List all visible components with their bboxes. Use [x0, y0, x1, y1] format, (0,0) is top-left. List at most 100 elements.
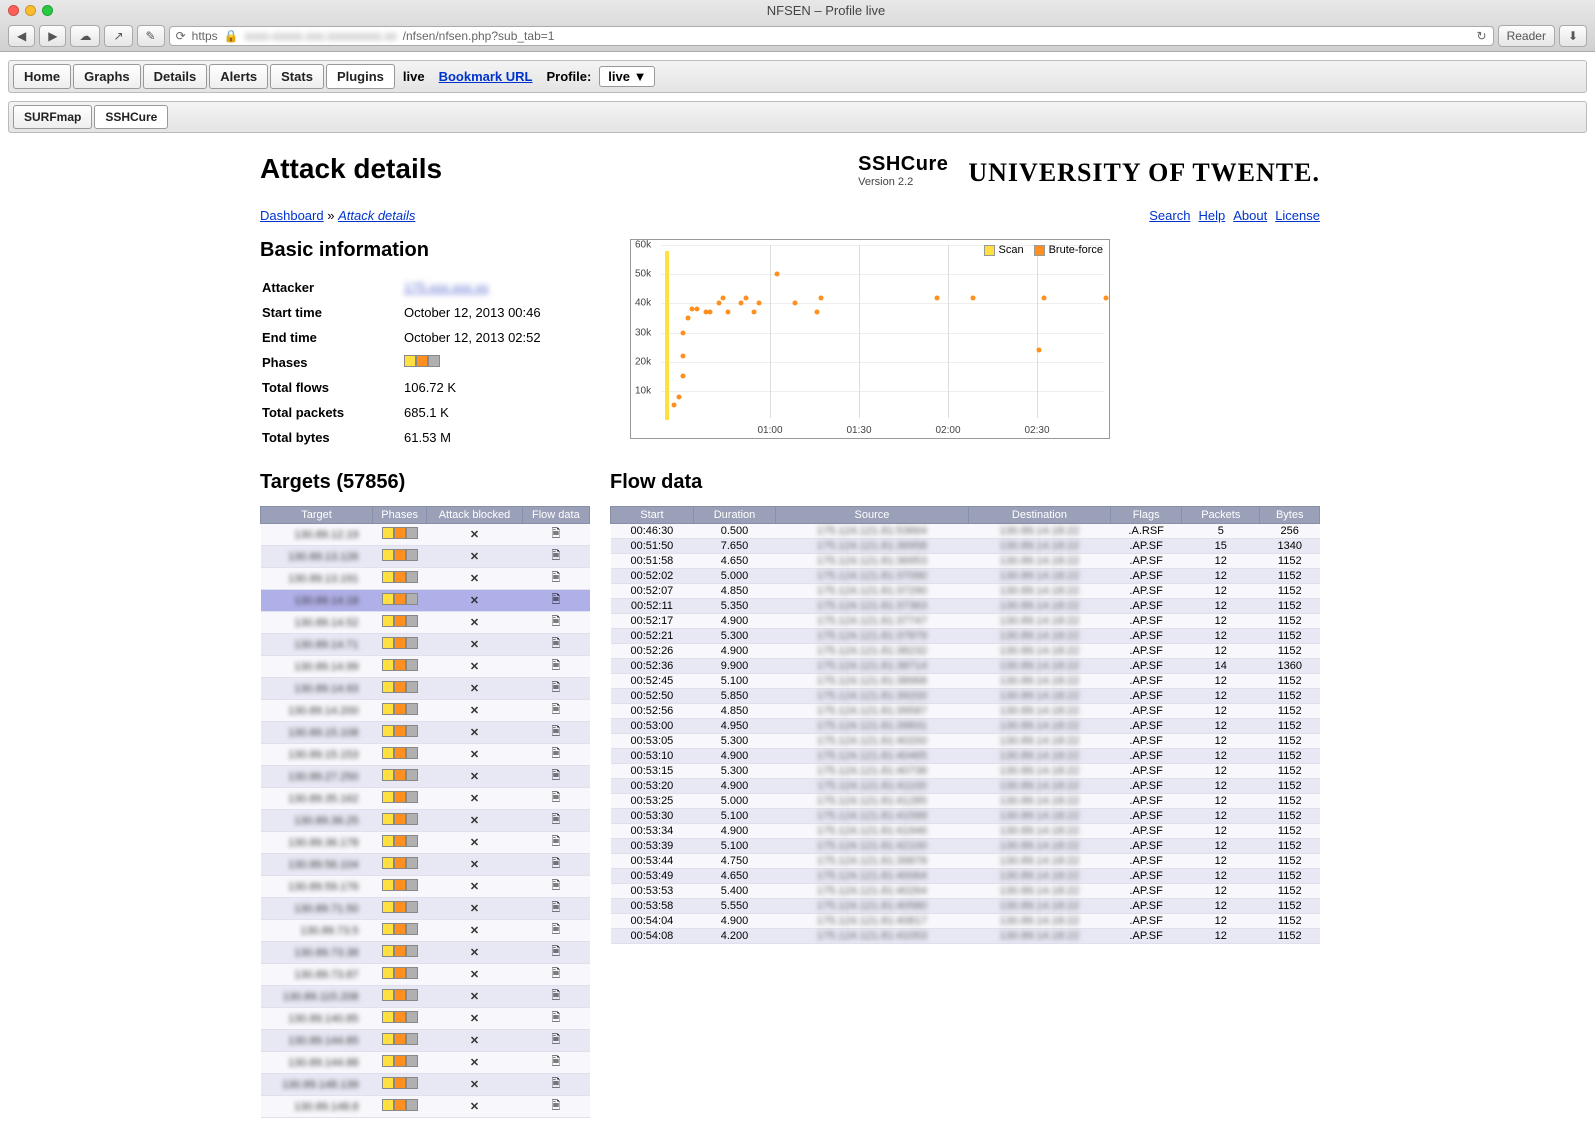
- share-button[interactable]: ↗: [104, 25, 132, 47]
- table-row[interactable]: 00:53:104.900175.124.121.81:40465130.89.…: [611, 749, 1320, 764]
- file-icon[interactable]: 🗎: [551, 660, 560, 672]
- file-icon[interactable]: 🗎: [551, 682, 560, 694]
- flowdata-cell[interactable]: 🗎: [522, 964, 589, 986]
- file-icon[interactable]: 🗎: [551, 616, 560, 628]
- table-row[interactable]: 00:52:215.300175.124.121.81:37879130.89.…: [611, 629, 1320, 644]
- back-button[interactable]: ◀: [8, 25, 35, 47]
- table-header[interactable]: Bytes: [1260, 507, 1320, 524]
- file-icon[interactable]: 🗎: [551, 902, 560, 914]
- breadcrumb-attack-details[interactable]: Attack details: [338, 208, 415, 223]
- table-row[interactable]: 130.89.144.88✕🗎: [261, 1052, 590, 1074]
- flowdata-cell[interactable]: 🗎: [522, 568, 589, 590]
- nav-tab-details[interactable]: Details: [143, 64, 208, 89]
- table-header[interactable]: Packets: [1182, 507, 1260, 524]
- file-icon[interactable]: 🗎: [551, 946, 560, 958]
- table-row[interactable]: 00:52:564.850175.124.121.81:39587130.89.…: [611, 704, 1320, 719]
- file-icon[interactable]: 🗎: [551, 528, 560, 540]
- reload-icon[interactable]: ⟳: [176, 29, 186, 43]
- table-row[interactable]: 00:53:155.300175.124.121.81:40738130.89.…: [611, 764, 1320, 779]
- flowdata-cell[interactable]: 🗎: [522, 854, 589, 876]
- search-link[interactable]: Search: [1149, 208, 1190, 223]
- flowdata-cell[interactable]: 🗎: [522, 788, 589, 810]
- file-icon[interactable]: 🗎: [551, 968, 560, 980]
- table-row[interactable]: 00:46:300.500175.124.121.81:53664130.89.…: [611, 524, 1320, 539]
- profile-dropdown[interactable]: live ▼: [599, 66, 655, 87]
- table-row[interactable]: 130.89.14.99✕🗎: [261, 656, 590, 678]
- flowdata-cell[interactable]: 🗎: [522, 524, 589, 546]
- table-row[interactable]: 00:53:585.550175.124.121.81:40580130.89.…: [611, 899, 1320, 914]
- table-header[interactable]: Duration: [693, 507, 775, 524]
- forward-button[interactable]: ▶: [39, 25, 66, 47]
- file-icon[interactable]: 🗎: [551, 880, 560, 892]
- flowdata-cell[interactable]: 🗎: [522, 678, 589, 700]
- nav-tab-plugins[interactable]: Plugins: [326, 64, 395, 89]
- file-icon[interactable]: 🗎: [551, 1078, 560, 1090]
- table-row[interactable]: 00:53:395.100175.124.121.81:42100130.89.…: [611, 839, 1320, 854]
- table-row[interactable]: 00:53:535.400175.124.121.81:40264130.89.…: [611, 884, 1320, 899]
- table-row[interactable]: 00:53:004.950175.124.121.81:39831130.89.…: [611, 719, 1320, 734]
- table-row[interactable]: 130.89.15.153✕🗎: [261, 744, 590, 766]
- table-row[interactable]: 130.89.13.191✕🗎: [261, 568, 590, 590]
- table-header[interactable]: Target: [261, 507, 373, 524]
- table-row[interactable]: 130.89.14.18✕🗎: [261, 590, 590, 612]
- table-row[interactable]: 130.89.14.52✕🗎: [261, 612, 590, 634]
- table-row[interactable]: 00:52:174.900175.124.121.81:37747130.89.…: [611, 614, 1320, 629]
- table-row[interactable]: 130.89.13.126✕🗎: [261, 546, 590, 568]
- table-row[interactable]: 00:53:055.300175.124.121.81:40200130.89.…: [611, 734, 1320, 749]
- file-icon[interactable]: 🗎: [551, 1012, 560, 1024]
- help-link[interactable]: Help: [1198, 208, 1225, 223]
- file-icon[interactable]: 🗎: [551, 858, 560, 870]
- table-row[interactable]: 130.89.73.5✕🗎: [261, 920, 590, 942]
- url-bar[interactable]: ⟳ https 🔒 xxxx-xxxxx.xxx.xxxxxxxxx.xx /n…: [169, 26, 1494, 46]
- breadcrumb-dashboard[interactable]: Dashboard: [260, 208, 324, 223]
- table-row[interactable]: 00:52:115.350175.124.121.81:37363130.89.…: [611, 599, 1320, 614]
- file-icon[interactable]: 🗎: [551, 770, 560, 782]
- nav-tab-stats[interactable]: Stats: [270, 64, 324, 89]
- table-row[interactable]: 130.89.148.139✕🗎: [261, 1074, 590, 1096]
- flowdata-cell[interactable]: 🗎: [522, 1008, 589, 1030]
- cloud-button[interactable]: ☁: [70, 25, 100, 47]
- file-icon[interactable]: 🗎: [551, 814, 560, 826]
- reader-button[interactable]: Reader: [1498, 25, 1555, 47]
- file-icon[interactable]: 🗎: [551, 550, 560, 562]
- table-row[interactable]: 00:54:044.900175.124.121.81:40817130.89.…: [611, 914, 1320, 929]
- table-row[interactable]: 130.89.56.104✕🗎: [261, 854, 590, 876]
- close-window-button[interactable]: [8, 5, 19, 16]
- nav-tab-home[interactable]: Home: [13, 64, 71, 89]
- file-icon[interactable]: 🗎: [551, 748, 560, 760]
- table-row[interactable]: 00:53:494.650175.124.121.81:40064130.89.…: [611, 869, 1320, 884]
- table-row[interactable]: 00:53:305.100175.124.121.81:41599130.89.…: [611, 809, 1320, 824]
- table-row[interactable]: 00:53:444.750175.124.121.81:39878130.89.…: [611, 854, 1320, 869]
- flowdata-cell[interactable]: 🗎: [522, 722, 589, 744]
- subnav-tab-sshcure[interactable]: SSHCure: [94, 105, 168, 129]
- table-row[interactable]: 00:52:369.900175.124.121.81:38714130.89.…: [611, 659, 1320, 674]
- flowdata-cell[interactable]: 🗎: [522, 1074, 589, 1096]
- flowdata-cell[interactable]: 🗎: [522, 876, 589, 898]
- flowdata-cell[interactable]: 🗎: [522, 700, 589, 722]
- table-row[interactable]: 00:52:455.100175.124.121.81:38968130.89.…: [611, 674, 1320, 689]
- file-icon[interactable]: 🗎: [551, 836, 560, 848]
- table-row[interactable]: 00:53:344.900175.124.121.81:41946130.89.…: [611, 824, 1320, 839]
- table-header[interactable]: Source: [776, 507, 968, 524]
- table-row[interactable]: 00:52:264.900175.124.121.81:38232130.89.…: [611, 644, 1320, 659]
- file-icon[interactable]: 🗎: [551, 572, 560, 584]
- table-header[interactable]: Destination: [968, 507, 1111, 524]
- nav-tab-alerts[interactable]: Alerts: [209, 64, 268, 89]
- table-row[interactable]: 130.89.71.50✕🗎: [261, 898, 590, 920]
- flowdata-cell[interactable]: 🗎: [522, 898, 589, 920]
- table-row[interactable]: 130.89.14.200✕🗎: [261, 700, 590, 722]
- table-row[interactable]: 130.89.115.208✕🗎: [261, 986, 590, 1008]
- table-row[interactable]: 130.89.144.85✕🗎: [261, 1030, 590, 1052]
- table-row[interactable]: 130.89.14.71✕🗎: [261, 634, 590, 656]
- flowdata-cell[interactable]: 🗎: [522, 832, 589, 854]
- file-icon[interactable]: 🗎: [551, 924, 560, 936]
- table-row[interactable]: 130.89.27.250✕🗎: [261, 766, 590, 788]
- subnav-tab-surfmap[interactable]: SURFmap: [13, 105, 92, 129]
- flowdata-cell[interactable]: 🗎: [522, 612, 589, 634]
- flowdata-cell[interactable]: 🗎: [522, 656, 589, 678]
- flowdata-cell[interactable]: 🗎: [522, 1030, 589, 1052]
- file-icon[interactable]: 🗎: [551, 726, 560, 738]
- table-header[interactable]: Phases: [373, 507, 427, 524]
- table-row[interactable]: 00:52:025.000175.124.121.81:37090130.89.…: [611, 569, 1320, 584]
- minimize-window-button[interactable]: [25, 5, 36, 16]
